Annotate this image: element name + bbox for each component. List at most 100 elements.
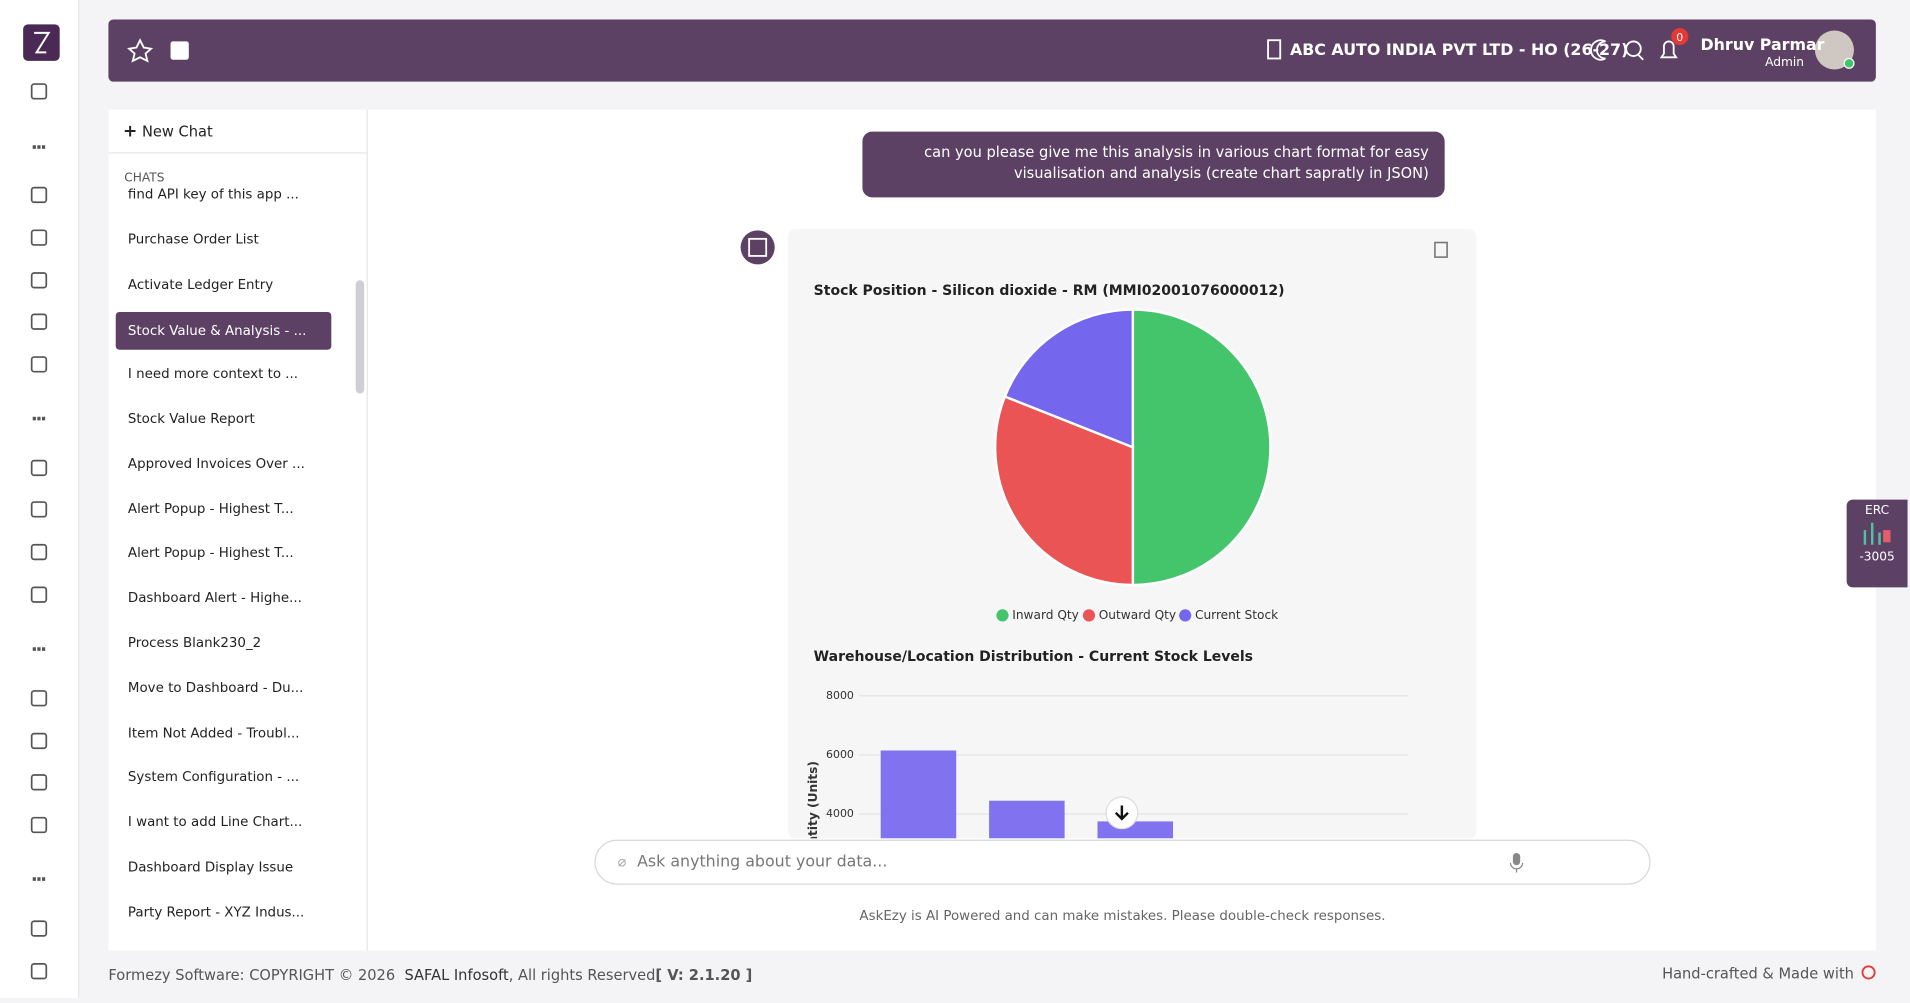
nav-more[interactable]: ··· (31, 410, 47, 429)
pie-slice (1003, 308, 1135, 450)
nav-icon[interactable] (30, 229, 48, 246)
chat-item[interactable]: System Configuration - ... (127, 769, 300, 786)
charts: Stock Position - Silicon dioxide - RM (M… (806, 241, 1448, 839)
erc-value: -3005 (1859, 550, 1895, 565)
nav-icon[interactable] (30, 83, 48, 100)
legend-swatch (1179, 609, 1192, 622)
chat-item[interactable]: Party Report - XYZ Indus... (127, 903, 305, 920)
heart-icon (1861, 965, 1876, 980)
nav-icon[interactable] (30, 586, 48, 603)
y-tick-label: 4000 (826, 807, 854, 820)
erc-icon (1863, 522, 1891, 545)
badge-count: 0 (1676, 31, 1683, 44)
bar (989, 800, 1065, 839)
footer-company[interactable]: SAFAL Infosoft (404, 966, 509, 984)
chat-item[interactable]: Alert Popup - Highest T... (127, 500, 294, 517)
y-tick-label: 8000 (826, 689, 854, 702)
attach-icon[interactable]: ⌀ (617, 853, 627, 871)
nav-icon[interactable] (30, 186, 48, 204)
copyright: Formezy Software: COPYRIGHT © 2026 (108, 966, 396, 984)
rail-icons: ··· ··· ··· ··· (23, 24, 60, 980)
nav-icon[interactable] (30, 690, 48, 707)
legend-label: Inward Qty (1012, 608, 1079, 622)
chat-item[interactable]: Process Blank230_2 (127, 634, 262, 651)
mic-icon[interactable] (1509, 853, 1524, 873)
new-chat-button[interactable]: + New Chat (123, 121, 213, 142)
avatar[interactable] (1814, 30, 1854, 70)
nav-icon[interactable] (30, 272, 48, 289)
legend-swatch (996, 609, 1009, 622)
chat-item[interactable]: Dashboard Alert - Highe... (127, 590, 302, 606)
rights: , All rights Reserved (508, 966, 656, 984)
user-role: Admin (1765, 56, 1805, 70)
bot-avatar (740, 230, 775, 265)
chat-item[interactable]: Item Not Added - Troubl... (127, 724, 300, 741)
pie-slice (994, 394, 1135, 587)
erc-label: ERC (1865, 504, 1890, 518)
notification-icon[interactable] (1659, 40, 1678, 59)
chat-item[interactable]: Purchase Order List (127, 231, 259, 248)
theme-icon[interactable] (1590, 39, 1606, 61)
nav-icon[interactable] (30, 732, 48, 750)
chat-item[interactable]: Approved Invoices Over ... (127, 455, 305, 472)
chat-item[interactable]: Dashboard Display Issue (127, 859, 294, 875)
made-with: Hand-crafted & Made with (1662, 965, 1854, 983)
icon-rail: ··· ··· ··· ··· (0, 0, 80, 999)
nav-icon[interactable] (30, 459, 48, 477)
nav-icon[interactable] (30, 774, 48, 791)
footer-left: Formezy Software: COPYRIGHT © 2026 SAFAL… (108, 966, 752, 983)
response-card: Stock Position - Silicon dioxide - RM (M… (788, 229, 1477, 839)
nav-more[interactable]: ··· (31, 641, 47, 660)
chat-item[interactable]: Move to Dashboard - Du... (127, 679, 304, 696)
pie-slice (1131, 308, 1272, 587)
version: [ V: 2.1.20 ] (655, 966, 753, 984)
chat-item[interactable]: find API key of this app ... (127, 186, 299, 203)
nav-icon[interactable] (30, 963, 48, 980)
chat-item[interactable]: Stock Value Report (127, 410, 255, 427)
disclaimer: AskEzy is AI Powered and can make mistak… (859, 907, 1386, 924)
legend-label: Current Stock (1195, 608, 1279, 622)
badge (1671, 28, 1689, 46)
copy-icon[interactable] (1434, 241, 1448, 258)
top-bar: 0 ABC AUTO INDIA PVT LTD - HO (26-27) Dh… (108, 19, 1876, 82)
nav-icon[interactable] (30, 920, 48, 937)
scroll-down-button[interactable] (1105, 796, 1139, 830)
nav-icon[interactable] (30, 313, 48, 330)
search-icon[interactable] (1625, 40, 1642, 57)
nav-more[interactable]: ··· (31, 871, 47, 890)
new-chat-label: New Chat (141, 123, 213, 141)
nav-icon[interactable] (30, 543, 48, 561)
chart-title: Warehouse/Location Distribution - Curren… (814, 649, 1253, 665)
scrollbar[interactable] (355, 280, 365, 394)
user-name: Dhruv Parmar (1700, 36, 1825, 55)
building-icon (1267, 39, 1282, 60)
bar (880, 750, 957, 839)
chat-sidebar: + New Chat CHATS find API key of this ap… (108, 109, 368, 951)
nav-icon[interactable] (30, 356, 48, 373)
y-axis-label: Quantity (Units) (806, 761, 820, 838)
chart-title: Stock Position - Silicon dioxide - RM (M… (814, 283, 1285, 299)
chat-input[interactable]: ⌀ Ask anything about your data... (594, 839, 1651, 885)
logo[interactable] (23, 24, 60, 61)
chat-item[interactable]: I need more context to ... (127, 365, 299, 382)
chat-item[interactable]: Activate Ledger Entry (127, 276, 274, 292)
erc-widget[interactable]: ERC -3005 (1846, 499, 1908, 588)
company-name[interactable]: ABC AUTO INDIA PVT LTD - HO (26-27) (1289, 41, 1629, 60)
header-icons: 0 (127, 28, 1855, 70)
chat-item[interactable]: Alert Popup - Highest T... (127, 545, 294, 562)
user-message: can you please give me this analysis in … (862, 131, 1445, 198)
legend-label: Outward Qty (1099, 608, 1176, 622)
chat-item[interactable]: I want to add Line Chart... (127, 814, 303, 831)
section-label: CHATS (124, 171, 165, 186)
legend-swatch (1082, 609, 1096, 622)
calendar-icon[interactable] (170, 41, 189, 60)
nav-icon[interactable] (30, 501, 48, 518)
chat-item[interactable]: Stock Value & Analysis - ... (115, 312, 332, 351)
nav-more[interactable]: ··· (31, 138, 47, 157)
y-tick-label: 6000 (826, 748, 854, 761)
favorite-icon[interactable] (127, 38, 154, 63)
nav-icon[interactable] (30, 816, 48, 834)
input-placeholder: Ask anything about your data... (637, 853, 888, 872)
